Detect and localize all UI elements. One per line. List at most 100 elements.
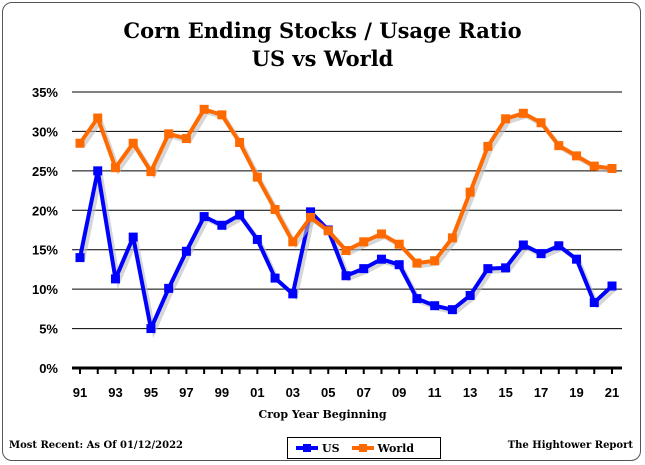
- data-point-world: [518, 108, 528, 118]
- y-tick-label: 0%: [39, 361, 58, 376]
- x-tick-label: 03: [286, 385, 300, 400]
- data-point-world: [288, 237, 298, 247]
- x-tick-label: 95: [144, 385, 158, 400]
- data-point-world: [181, 134, 191, 144]
- data-point-world: [323, 226, 333, 236]
- y-tick-label: 15%: [32, 243, 58, 258]
- x-tick-label: 11: [428, 385, 442, 400]
- data-point-us: [199, 212, 209, 222]
- y-tick-label: 20%: [32, 203, 58, 218]
- x-tick-label: 93: [108, 385, 122, 400]
- y-tick-label: 35%: [32, 85, 58, 100]
- y-tick-label: 10%: [32, 282, 58, 297]
- data-point-us: [252, 234, 262, 244]
- data-point-us: [75, 253, 85, 263]
- data-point-us: [217, 220, 227, 230]
- data-point-world: [252, 172, 262, 182]
- data-point-world: [110, 163, 120, 173]
- data-point-world: [554, 141, 564, 151]
- x-tick-label: 07: [356, 385, 370, 400]
- data-point-us: [589, 298, 599, 308]
- data-point-world: [607, 163, 617, 173]
- data-point-world: [235, 137, 245, 147]
- data-point-world: [589, 161, 599, 171]
- data-point-world: [359, 237, 369, 247]
- data-point-us: [146, 324, 156, 334]
- data-point-world: [199, 104, 209, 114]
- data-point-world: [217, 110, 227, 120]
- x-tick-label: 13: [463, 385, 477, 400]
- data-point-us: [394, 260, 404, 270]
- data-point-world: [75, 138, 85, 148]
- series-line-world: [78, 107, 613, 266]
- legend-label-us: US: [322, 441, 340, 455]
- x-tick-label: 09: [392, 385, 406, 400]
- data-point-us: [288, 289, 298, 299]
- data-point-world: [430, 256, 440, 266]
- source-note: The Hightower Report: [507, 440, 633, 451]
- data-point-us: [93, 166, 103, 176]
- x-tick-label: 05: [321, 385, 335, 400]
- x-tick-label: 99: [215, 385, 229, 400]
- y-tick-label: 5%: [39, 322, 58, 337]
- data-point-us: [465, 290, 475, 300]
- data-point-world: [341, 246, 351, 256]
- data-point-us: [164, 283, 174, 293]
- data-point-world: [270, 204, 280, 214]
- chart-frame: [2, 2, 641, 461]
- x-tick-label: 15: [498, 385, 512, 400]
- legend-item-world: World: [351, 441, 415, 455]
- data-point-us: [359, 264, 369, 274]
- data-point-world: [394, 239, 404, 249]
- x-tick-label: 01: [250, 385, 264, 400]
- legend-swatch-world: [351, 444, 374, 452]
- data-point-us: [412, 294, 422, 304]
- data-point-world: [376, 229, 386, 239]
- data-point-world: [412, 258, 422, 268]
- data-point-world: [536, 118, 546, 128]
- x-axis-label: Crop Year Beginning: [258, 408, 387, 421]
- legend-swatch-us: [296, 444, 318, 452]
- data-point-us: [536, 249, 546, 259]
- data-point-us: [430, 301, 440, 311]
- data-point-us: [518, 240, 528, 250]
- x-tick-label: 97: [179, 385, 193, 400]
- data-point-us: [501, 263, 511, 273]
- most-recent-note: Most Recent: As Of 01/12/2022: [9, 440, 183, 451]
- chart-subtitle: US vs World: [251, 46, 394, 71]
- data-point-us: [483, 264, 493, 274]
- data-point-us: [181, 246, 191, 256]
- data-point-us: [341, 271, 351, 281]
- chart-title: Corn Ending Stocks / Usage Ratio: [123, 18, 522, 43]
- data-point-world: [93, 113, 103, 123]
- data-point-us: [306, 207, 316, 217]
- x-tick-label: 21: [605, 385, 619, 400]
- data-point-world: [483, 141, 493, 151]
- x-tick-label: 91: [73, 385, 87, 400]
- y-tick-label: 25%: [32, 164, 58, 179]
- data-point-us: [128, 232, 138, 242]
- series-shadow-world: [81, 109, 616, 269]
- data-point-us: [572, 254, 582, 264]
- legend: US World: [287, 437, 441, 459]
- legend-label-world: World: [377, 441, 415, 455]
- data-point-world: [447, 233, 457, 243]
- data-point-us: [607, 281, 617, 291]
- data-point-us: [376, 254, 386, 264]
- data-point-world: [572, 151, 582, 161]
- data-point-us: [270, 273, 280, 283]
- data-point-world: [501, 114, 511, 124]
- data-point-world: [146, 167, 156, 177]
- data-point-world: [164, 129, 174, 139]
- legend-item-us: US: [296, 442, 340, 455]
- data-point-world: [306, 212, 316, 222]
- x-tick-label: 19: [569, 385, 583, 400]
- data-point-us: [447, 305, 457, 315]
- data-point-us: [235, 210, 245, 220]
- data-point-world: [465, 187, 475, 197]
- data-point-world: [128, 138, 138, 148]
- x-tick-label: 17: [534, 385, 548, 400]
- data-point-us: [110, 274, 120, 284]
- y-tick-label: 30%: [32, 124, 58, 139]
